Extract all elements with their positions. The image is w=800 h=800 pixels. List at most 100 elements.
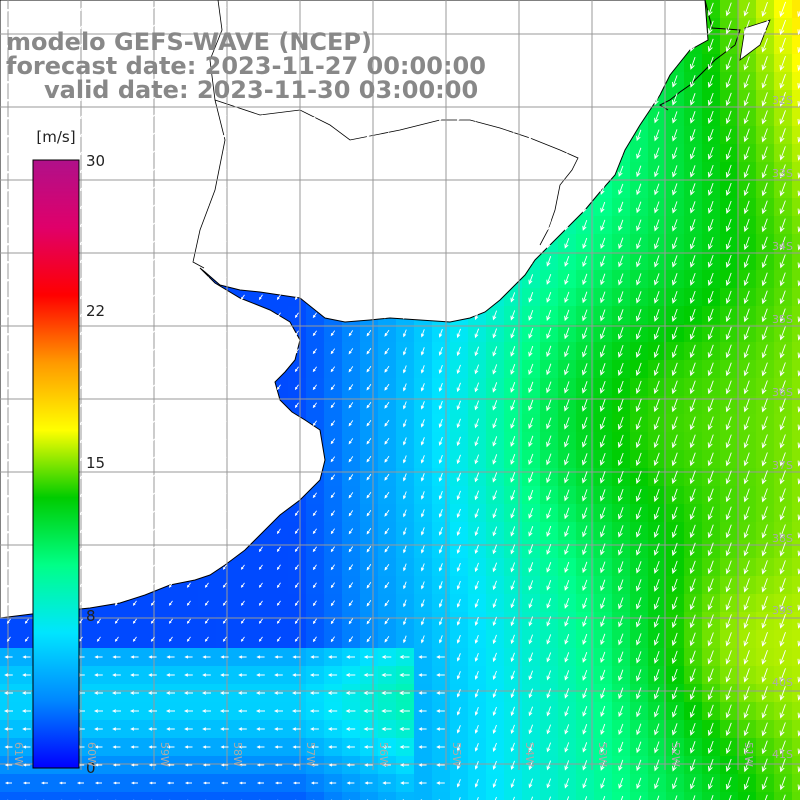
wind-arrow [492,328,498,339]
wind-arrow [689,290,696,304]
wind-arrow [309,673,319,677]
wind-arrow [330,312,335,319]
wind-arrow [96,384,101,390]
wind-arrow [274,727,283,731]
wind-arrow [725,200,732,214]
wind-arrow [546,543,552,555]
wind-arrow [150,222,155,228]
wind-arrow [528,309,534,321]
wind-arrow [492,220,497,231]
wind-arrow [510,778,515,789]
wind-arrow [636,633,642,646]
wind-arrow [564,184,570,195]
wind-arrow [114,186,119,192]
wind-arrow [797,262,800,269]
wind-arrow [222,384,227,390]
wind-arrow [761,380,768,395]
wind-arrow [222,78,227,84]
wind-arrow [168,6,173,12]
wind-arrow [132,78,137,84]
wind-arrow [366,582,372,589]
wind-arrow [132,330,137,336]
wind-arrow [222,258,227,264]
wind-arrow [528,166,534,177]
wind-arrow [273,691,283,695]
wind-arrow [402,419,407,428]
wind-arrow [707,398,714,413]
wind-arrow [456,562,461,572]
wind-arrow [403,203,407,212]
wind-arrow [148,745,157,749]
wind-arrow [78,114,83,120]
wind-arrow [599,363,606,376]
wind-arrow [779,218,786,233]
wind-arrow [438,77,443,86]
wind-arrow [222,6,227,12]
wind-arrow [725,470,732,485]
speed-cell [126,792,145,800]
wind-arrow [330,204,335,211]
wind-arrow [330,510,335,517]
wind-arrow [276,618,281,624]
speed-cell [738,792,757,800]
speed-cell [792,666,800,685]
wind-arrow [330,60,335,67]
wind-arrow [292,673,301,677]
wind-arrow [204,258,209,264]
wind-arrow [510,130,515,141]
wind-arrow [725,740,732,755]
wind-arrow [114,618,119,624]
wind-arrow [345,727,356,731]
wind-arrow [672,129,678,142]
wind-arrow [94,745,103,749]
wind-arrow [114,240,119,246]
wind-arrow [671,596,678,611]
wind-arrow [582,112,588,123]
wind-arrow [761,740,768,755]
wind-arrow [24,366,29,372]
wind-arrow [418,781,427,785]
wind-arrow [725,776,732,790]
wind-arrow [312,582,317,589]
wind-arrow [743,182,750,197]
wind-arrow [114,510,119,516]
wind-arrow [420,545,425,554]
wind-arrow [204,276,209,282]
wind-arrow [546,381,552,394]
wind-arrow [168,348,173,354]
wind-arrow [421,41,425,50]
wind-arrow [114,348,119,354]
wind-arrow [581,435,588,448]
wind-arrow [671,362,678,377]
wind-arrow [132,204,137,210]
wind-arrow [294,636,299,642]
wind-arrow [420,563,425,572]
wind-arrow [510,381,516,393]
wind-arrow [689,596,696,611]
wind-arrow [779,200,786,215]
wind-arrow [638,795,642,800]
wind-arrow [330,258,335,265]
speed-cell [792,162,800,181]
wind-arrow [761,1,768,17]
wind-arrow [150,492,155,498]
wind-arrow [276,132,281,138]
wind-arrow [582,58,588,69]
wind-arrow [132,384,137,390]
wind-arrow [689,326,696,341]
wind-arrow [438,131,443,140]
wind-arrow [492,652,497,663]
wind-arrow [148,763,157,767]
wind-arrow [384,545,390,553]
wind-arrow [24,474,29,480]
wind-arrow [761,200,768,215]
wind-arrow [384,635,390,643]
wind-arrow [310,763,319,767]
wind-arrow [258,42,263,48]
wind-arrow [761,146,768,161]
wind-arrow [381,672,392,678]
speed-cell [162,792,181,800]
wind-arrow [186,420,191,426]
wind-arrow [399,654,410,660]
wind-arrow [403,617,407,626]
